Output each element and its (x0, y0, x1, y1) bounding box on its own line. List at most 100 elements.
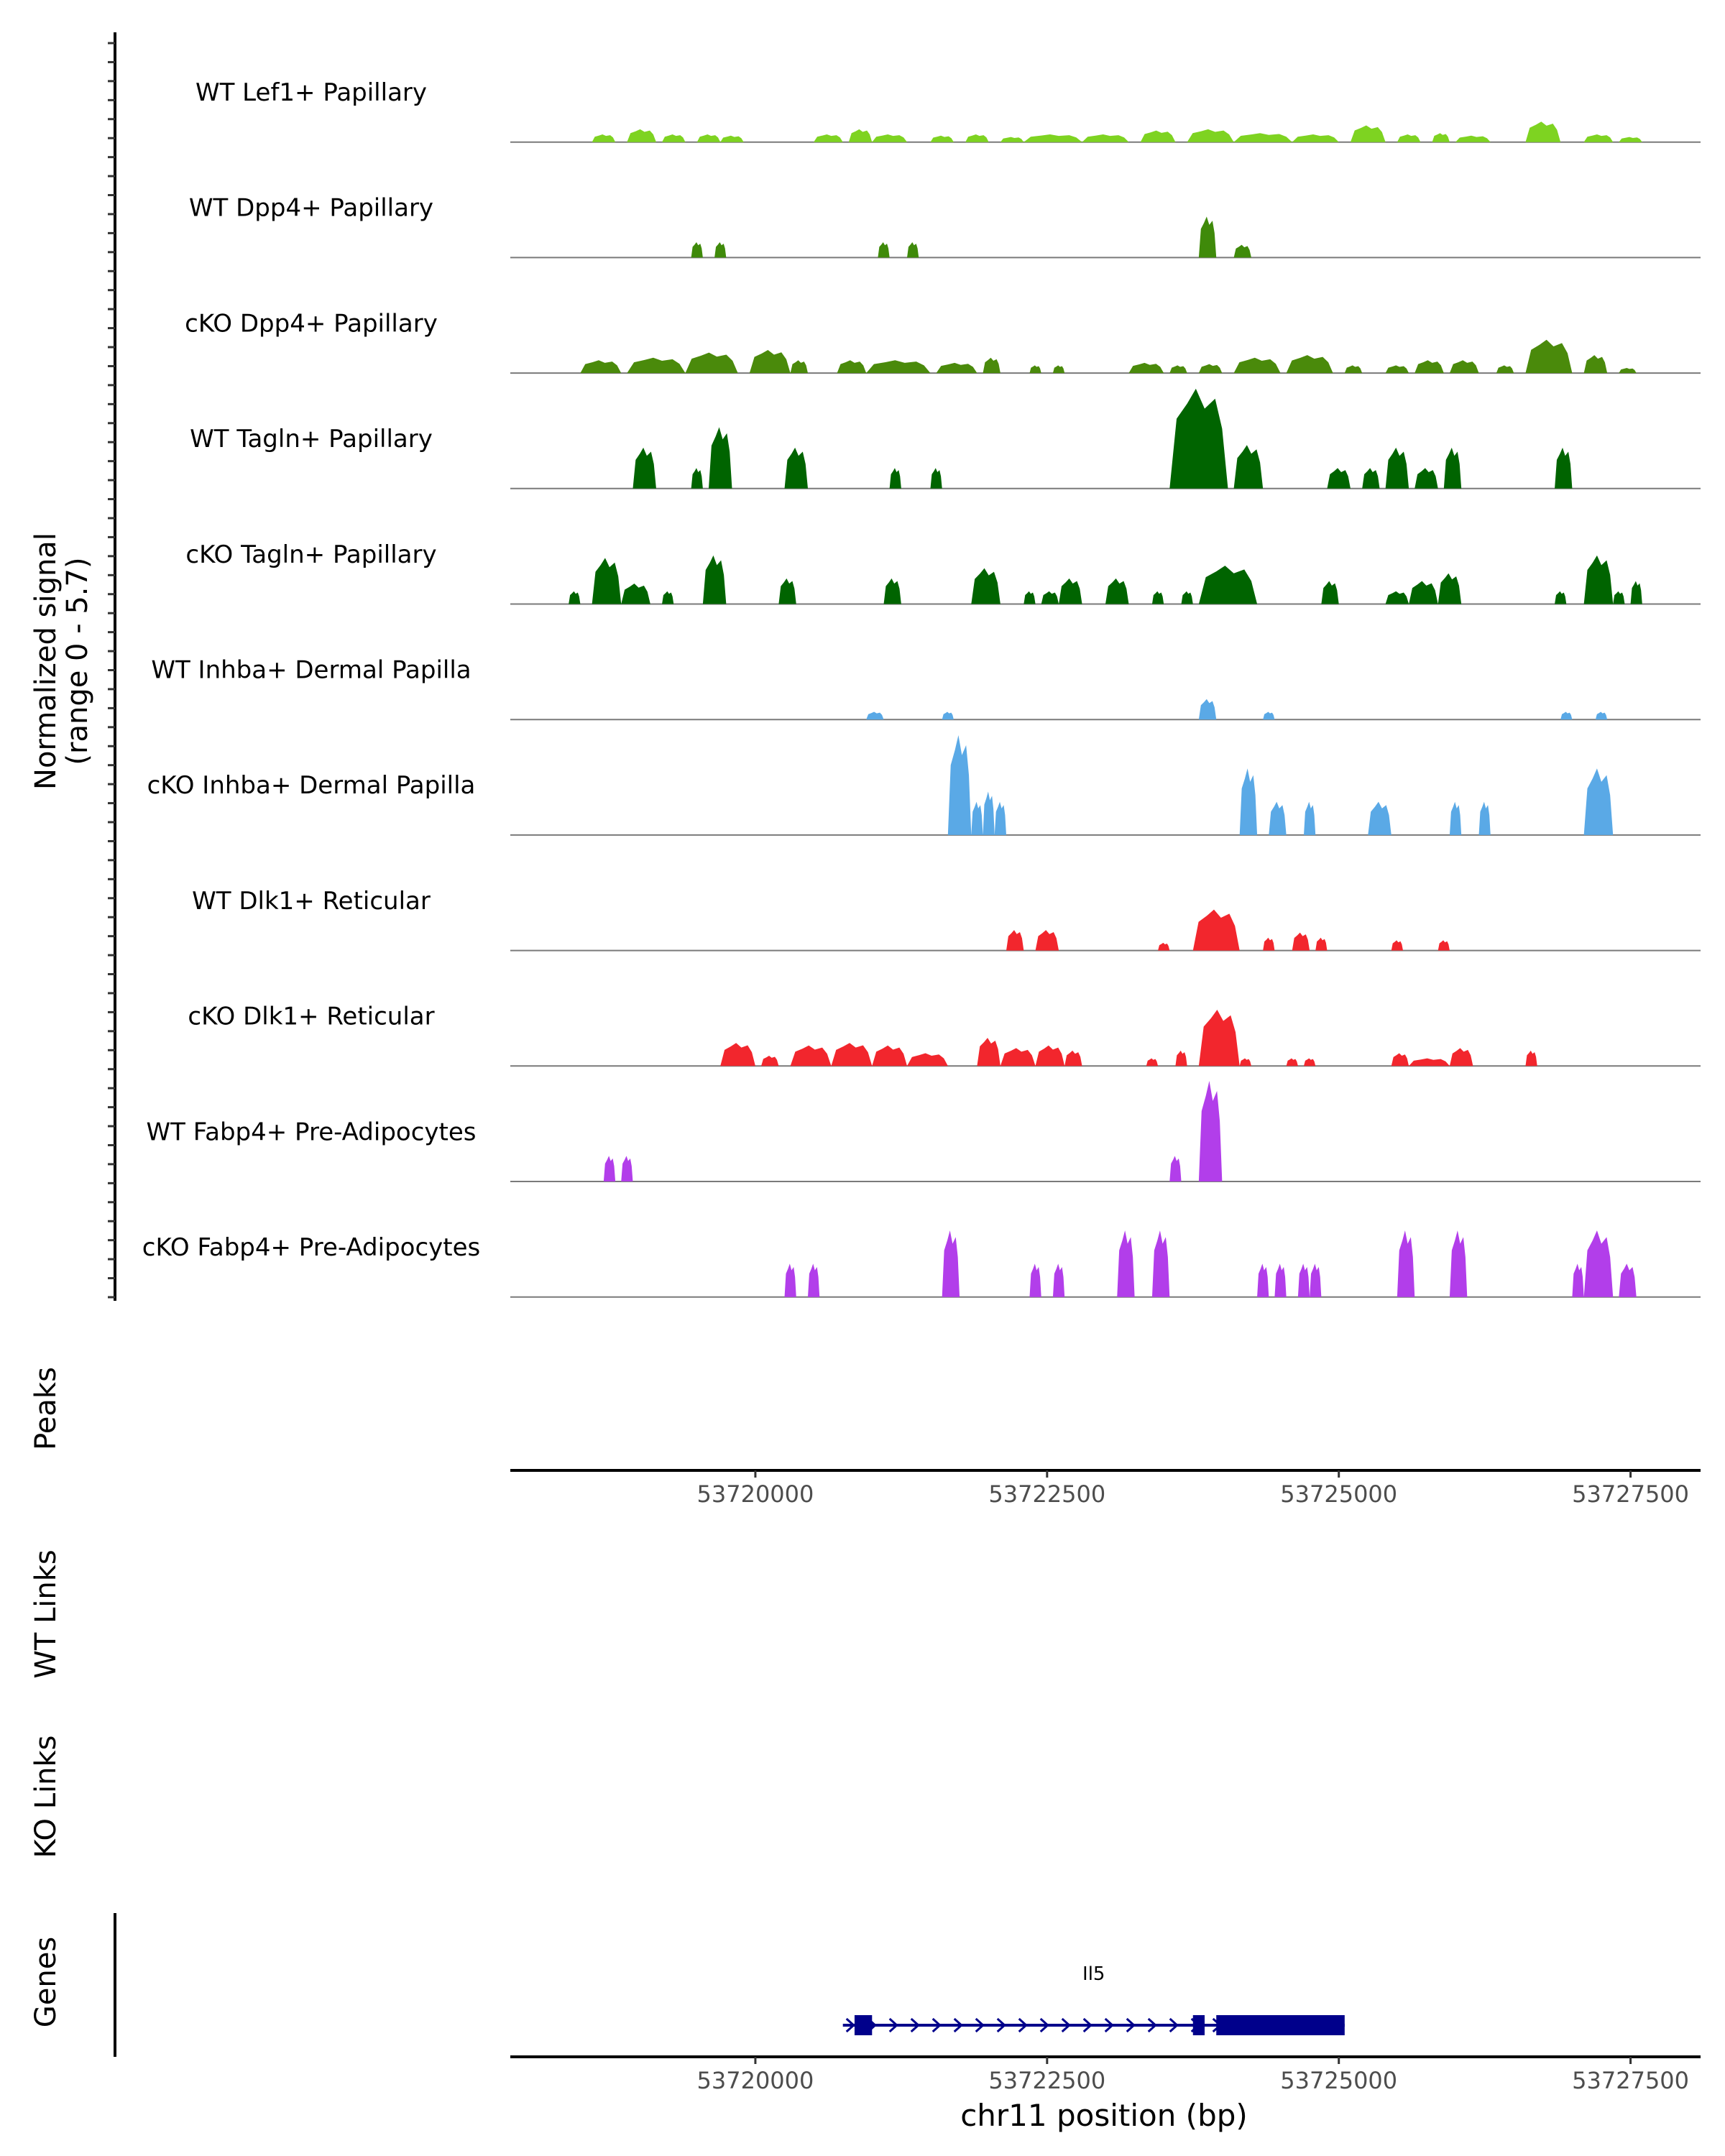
track-label: WT Dpp4+ Papillary (189, 194, 433, 223)
coverage-peak (1583, 1230, 1614, 1297)
coverage-peak (1263, 937, 1275, 951)
coverage-peak (1385, 591, 1409, 604)
gene-exon (1192, 2015, 1205, 2035)
coverage-peak (1198, 1009, 1240, 1067)
coverage-peak (627, 129, 656, 142)
coverage-peak (1478, 801, 1491, 835)
coverage-peak (1198, 364, 1223, 374)
coverage-peak (1151, 591, 1164, 604)
strand-arrow (888, 2017, 898, 2033)
coverage-peak (814, 134, 843, 142)
coverage-peak (1151, 1230, 1170, 1297)
coverage-peak (1619, 137, 1642, 142)
coverage-peak (1583, 134, 1614, 142)
strand-arrow (996, 2017, 1006, 2033)
coverage-peak (1035, 930, 1059, 951)
strand-arrow (975, 2017, 985, 2033)
coverage-peak (878, 242, 890, 258)
coverage-peak (1082, 134, 1129, 142)
track-label: WT Dlk1+ Reticular (192, 887, 431, 916)
coverage-peak (1128, 362, 1164, 374)
coverage-peak (720, 135, 744, 142)
coverage-peak (1029, 365, 1041, 374)
coverage-peak (1286, 355, 1333, 374)
track: WT Lef1+ Papillary (196, 78, 1701, 143)
coverage-peak (1583, 355, 1608, 374)
coverage-peak (872, 1045, 907, 1067)
gene-model (842, 2015, 1345, 2035)
position-axis-bottom: 53720000 53722500 53725000 53727500 (510, 2055, 1701, 2094)
coverage-peak (784, 447, 808, 489)
coverage-peak (983, 357, 1000, 374)
coverage-peak (930, 468, 942, 489)
x-tick-label: 53722500 (988, 2067, 1105, 2094)
strand-arrow (1104, 2017, 1114, 2033)
coverage-peak (1239, 768, 1258, 835)
coverage-peak (1233, 133, 1292, 142)
track: cKO Tagln+ Papillary (185, 540, 1701, 605)
coverage-peak (580, 360, 622, 374)
coverage-peak (1292, 932, 1310, 951)
track: WT Inhba+ Dermal Papilla (151, 656, 1701, 721)
coverage-peak (1175, 1050, 1187, 1067)
strand-arrow (1126, 2017, 1136, 2033)
coverage-peak (1064, 1050, 1082, 1067)
gene-exon (1216, 2015, 1345, 2035)
x-tick-label: 53720000 (697, 2067, 814, 2094)
coverage-peak (621, 1156, 633, 1181)
coverage-peak (1198, 566, 1258, 604)
coverage-peak (866, 360, 931, 374)
coverage-peak (569, 591, 581, 604)
coverage-peak (1052, 1263, 1065, 1297)
coverage-peak (1385, 365, 1409, 374)
genes-panel-label: Genes (29, 1937, 63, 2027)
y-axis-label: Normalized signal (29, 533, 63, 790)
coverage-peak (1105, 578, 1129, 604)
strand-arrow (1018, 2017, 1028, 2033)
coverage-peak (1041, 591, 1059, 604)
coverage-peak (1233, 244, 1251, 258)
coverage-peak (702, 555, 727, 604)
position-axis-top: 53720000 53722500 53725000 53727500 (510, 1469, 1701, 1508)
coverage-peak (1117, 1230, 1135, 1297)
x-tick-label: 53720000 (697, 1480, 814, 1508)
coverage-peak (1233, 445, 1264, 489)
coverage-peak (1304, 1058, 1316, 1067)
coverage-peak (1024, 134, 1082, 142)
x-tick-label: 53727500 (1572, 1480, 1689, 1508)
coverage-peak (1059, 578, 1082, 604)
track-label: cKO Fabp4+ Pre-Adipocytes (142, 1233, 481, 1262)
coverage-peak (1391, 940, 1403, 951)
coverage-peak (1438, 940, 1450, 951)
coverage-peak (1391, 1053, 1409, 1067)
coverage-peak (1286, 1058, 1298, 1067)
coverage-peak (592, 558, 622, 604)
coverage-peak (1257, 1263, 1269, 1297)
coverage-peak (1572, 1263, 1584, 1297)
coverage-peak (1140, 130, 1176, 142)
coverage-peak (1385, 447, 1409, 489)
coverage-peak (790, 360, 808, 374)
wt-links-panel-label: WT Links (29, 1549, 63, 1678)
coverage-peak (1583, 768, 1614, 835)
signal-y-axis (108, 32, 116, 1301)
coverage-peak (872, 134, 907, 142)
coverage-peak (1443, 447, 1462, 489)
track-label: cKO Dpp4+ Papillary (185, 309, 438, 338)
coverage-peak (1169, 388, 1228, 489)
coverage-peak (1630, 581, 1642, 604)
coverage-peak (1198, 1081, 1223, 1181)
coverage-peak (720, 1043, 755, 1067)
track-label: cKO Inhba+ Dermal Papilla (147, 771, 476, 800)
coverage-peak (1181, 591, 1193, 604)
coverage-peak (1449, 1048, 1473, 1067)
ko-links-panel-label: KO Links (29, 1736, 63, 1858)
coverage-peak (883, 578, 901, 604)
gene-label: Il5 (1082, 1963, 1105, 1985)
coverage-peak (1274, 1263, 1287, 1297)
track: cKO Fabp4+ Pre-Adipocytes (142, 1230, 1701, 1298)
track: cKO Dlk1+ Reticular (188, 1003, 1701, 1067)
coverage-peak (837, 360, 867, 374)
coverage-peak (1187, 129, 1234, 142)
coverage-peak (983, 791, 995, 835)
